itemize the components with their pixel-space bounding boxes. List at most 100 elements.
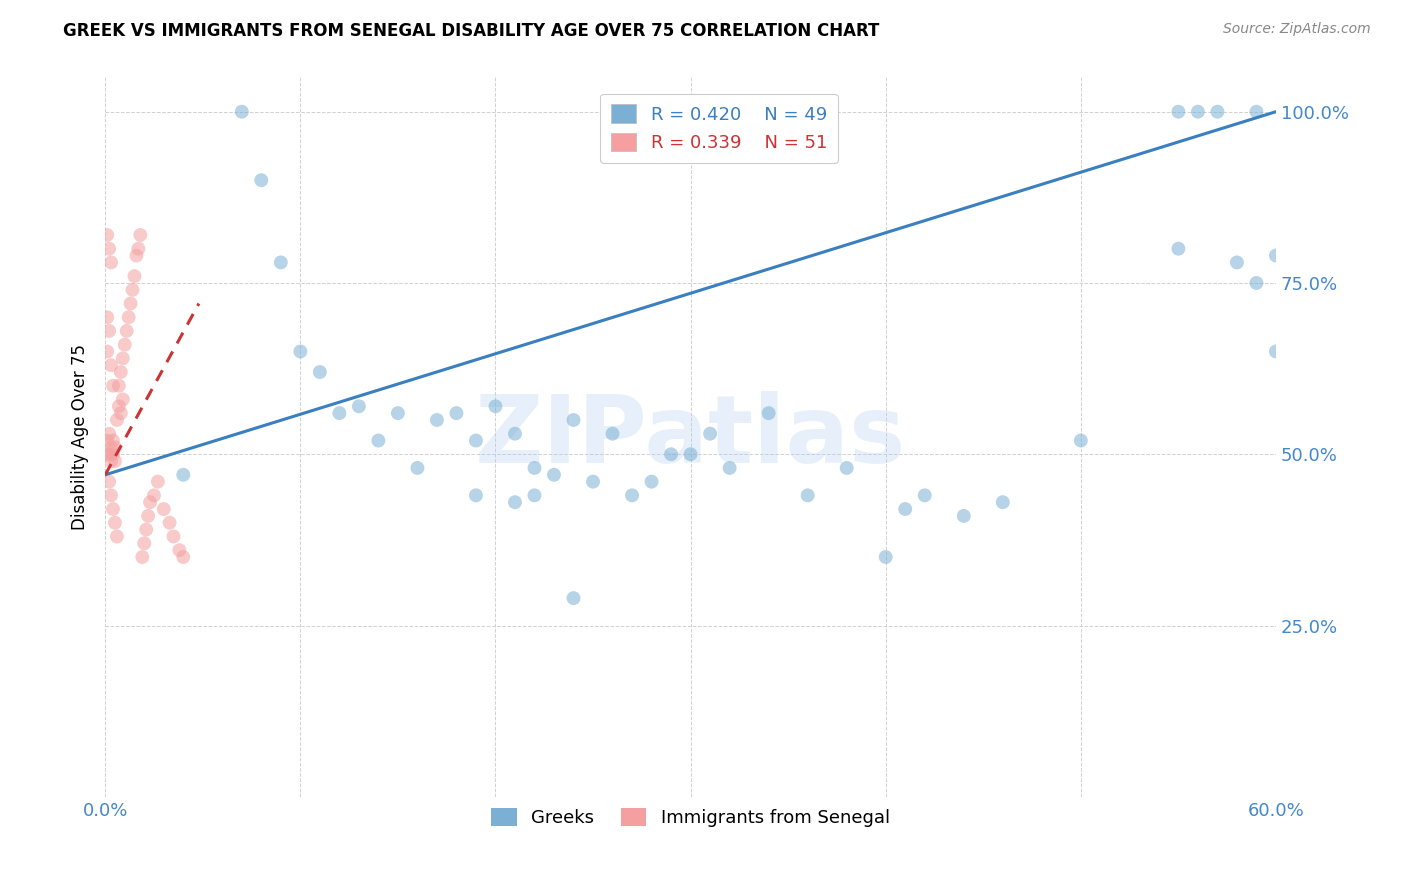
Point [1187,104,1209,119]
Point [108,378,131,392]
Point [101,502,124,516]
Point [991,495,1014,509]
Text: GREEK VS IMMIGRANTS FROM SENEGAL DISABILITY AGE OVER 75 CORRELATION CHART: GREEK VS IMMIGRANTS FROM SENEGAL DISABIL… [63,22,880,40]
Point [503,495,526,509]
Point [465,434,488,448]
Point [120,296,142,310]
Point [162,529,184,543]
Point [503,426,526,441]
Point [110,406,132,420]
Point [135,523,157,537]
Point [231,104,253,119]
Point [96,310,118,325]
Point [152,502,174,516]
Point [1246,104,1268,119]
Point [562,413,585,427]
Point [105,413,128,427]
Point [124,269,146,284]
Point [143,488,166,502]
Point [146,475,169,489]
Point [114,337,136,351]
Point [96,434,118,448]
Point [96,227,118,242]
Point [914,488,936,502]
Point [98,324,121,338]
Point [101,378,124,392]
Point [543,467,565,482]
Point [105,529,128,543]
Point [290,344,312,359]
Point [169,543,191,558]
Text: Source: ZipAtlas.com: Source: ZipAtlas.com [1223,22,1371,37]
Point [582,475,605,489]
Point [1070,434,1092,448]
Point [796,488,818,502]
Legend: Greeks, Immigrants from Senegal: Greeks, Immigrants from Senegal [484,801,897,835]
Point [621,488,644,502]
Point [134,536,156,550]
Point [270,255,292,269]
Point [894,502,917,516]
Point [100,358,122,372]
Point [1246,276,1268,290]
Point [308,365,330,379]
Point [159,516,181,530]
Point [406,461,429,475]
Point [104,441,127,455]
Point [111,351,134,366]
Point [875,549,897,564]
Point [110,365,132,379]
Point [98,447,121,461]
Point [1265,249,1288,263]
Point [131,549,153,564]
Point [98,426,121,441]
Point [172,467,194,482]
Point [117,310,139,325]
Point [523,461,546,475]
Point [952,508,974,523]
Point [100,441,122,455]
Point [1206,104,1229,119]
Point [172,549,194,564]
Point [139,495,162,509]
Point [104,516,127,530]
Point [101,434,124,448]
Point [1167,242,1189,256]
Point [100,488,122,502]
Point [562,591,585,606]
Point [98,242,121,256]
Point [484,399,506,413]
Point [127,242,149,256]
Point [387,406,409,420]
Point [328,406,350,420]
Point [659,447,682,461]
Point [136,508,159,523]
Point [100,255,122,269]
Point [835,461,858,475]
Point [101,447,124,461]
Point [465,488,488,502]
Point [96,447,118,461]
Point [367,434,389,448]
Point [602,426,624,441]
Point [125,249,148,263]
Point [96,344,118,359]
Y-axis label: Disability Age Over 75: Disability Age Over 75 [72,344,89,530]
Point [104,454,127,468]
Point [129,227,152,242]
Point [758,406,780,420]
Point [115,324,138,338]
Point [679,447,702,461]
Point [347,399,370,413]
Point [1167,104,1189,119]
Point [446,406,468,420]
Point [98,475,121,489]
Point [426,413,449,427]
Point [523,488,546,502]
Point [1265,344,1288,359]
Point [640,475,662,489]
Point [250,173,273,187]
Point [718,461,741,475]
Point [699,426,721,441]
Point [100,454,122,468]
